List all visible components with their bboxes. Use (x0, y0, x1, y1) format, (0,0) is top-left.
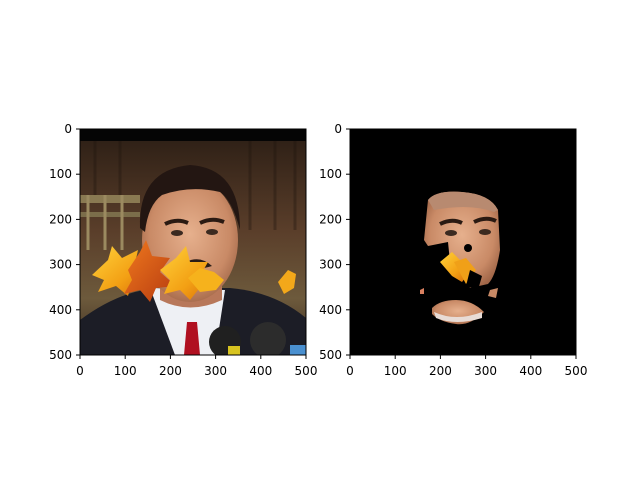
right-ytick: 500 (319, 348, 342, 362)
left-image (80, 129, 306, 355)
left-xtick: 300 (204, 364, 227, 378)
left-xtick: 100 (114, 364, 137, 378)
left-xtick: 0 (76, 364, 84, 378)
right-ytick: 100 (319, 167, 342, 181)
left-xtick: 400 (249, 364, 272, 378)
right-xtick: 400 (519, 364, 542, 378)
left-ytick: 100 (49, 167, 72, 181)
left-ytick: 400 (49, 303, 72, 317)
left-ytick: 500 (49, 348, 72, 362)
right-xtick: 100 (384, 364, 407, 378)
right-xtick: 500 (565, 364, 588, 378)
left-ytick: 300 (49, 258, 72, 272)
right-ytick: 200 (319, 212, 342, 226)
left-xtick: 200 (159, 364, 182, 378)
left-xtick: 500 (295, 364, 318, 378)
right-ytick: 300 (319, 258, 342, 272)
right-xtick: 200 (429, 364, 452, 378)
right-ytick: 400 (319, 303, 342, 317)
left-ytick: 0 (64, 122, 72, 136)
right-ytick: 0 (334, 122, 342, 136)
right-axes: 0 100 200 300 400 500 0 100 200 300 400 … (319, 122, 587, 378)
right-xtick: 0 (346, 364, 354, 378)
left-ytick: 200 (49, 212, 72, 226)
right-xtick: 300 (474, 364, 497, 378)
left-axes: 0 100 200 300 400 500 0 100 200 300 400 … (49, 122, 317, 378)
right-image (350, 129, 576, 355)
